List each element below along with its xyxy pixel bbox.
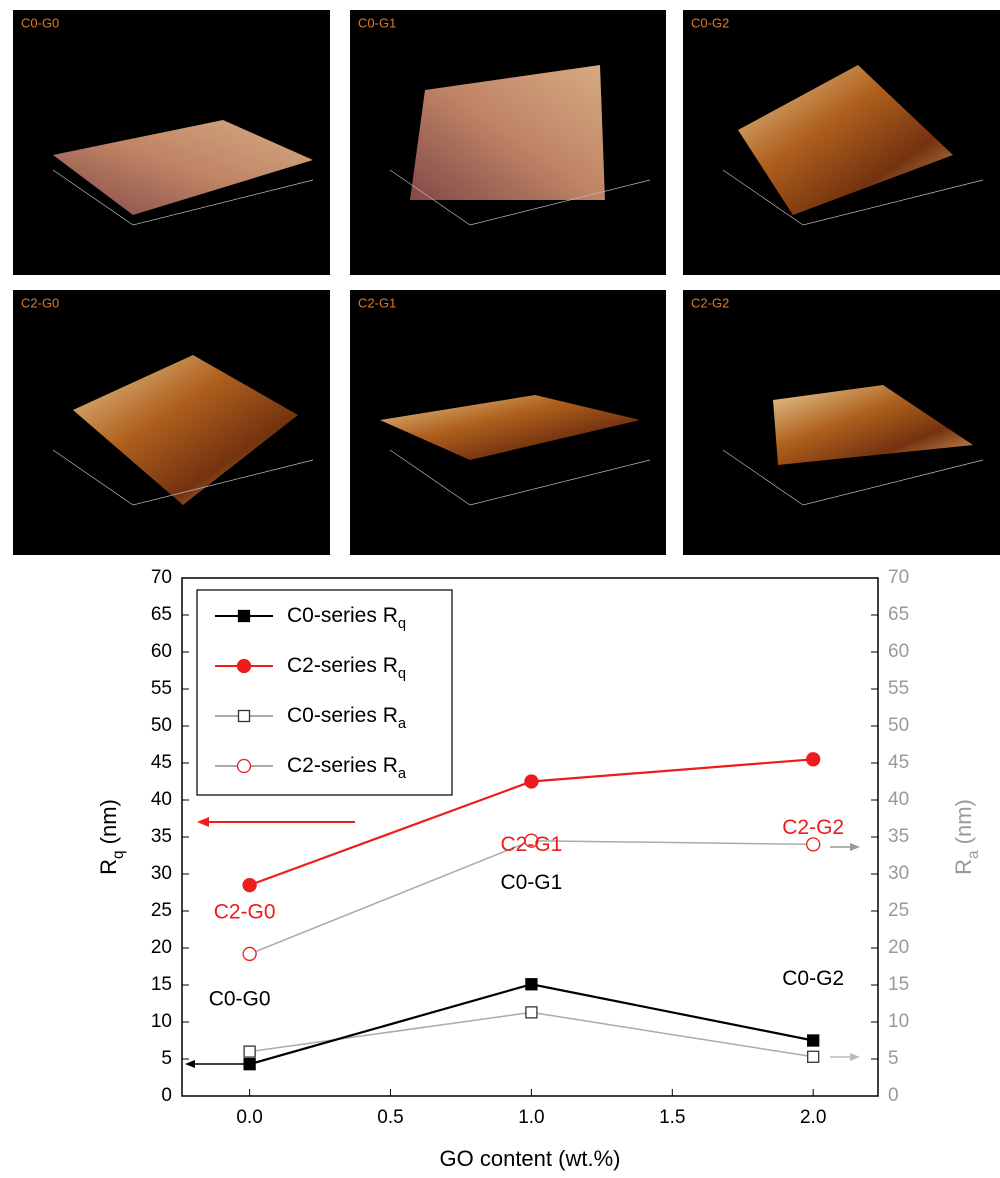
afm-image: C2-G1 xyxy=(350,290,666,555)
afm-image: C2-G2 xyxy=(683,290,1000,555)
x-tick-label: 1.0 xyxy=(518,1107,544,1128)
figure-svg: C0-G0 C0-G1 C0-G2 C2-G0 C2-G1 C2-G2 0 5 10 15 20 2… xyxy=(0,0,1000,1178)
x-axis-label: GO content (wt.%) xyxy=(440,1146,621,1171)
afm-image: C2-G0 xyxy=(13,290,330,555)
y-tick-label: 10 xyxy=(151,1011,172,1032)
y-tick-label: 20 xyxy=(151,937,172,958)
y-axis-label: Rq (nm) xyxy=(96,799,127,875)
y2-tick-label: 20 xyxy=(888,937,909,958)
y2-tick-label: 15 xyxy=(888,974,909,995)
x-tick-label: 2.0 xyxy=(800,1107,826,1128)
y2-tick-label: 5 xyxy=(888,1048,899,1069)
y2-tick-label: 40 xyxy=(888,789,909,810)
y-tick-label: 55 xyxy=(151,678,172,699)
afm-image: C0-G2 xyxy=(683,10,1000,275)
y2-tick-label: 50 xyxy=(888,715,909,736)
arrow-head xyxy=(850,843,860,851)
point-label: C0-G0 xyxy=(209,988,271,1011)
image-label: C2-G2 xyxy=(691,295,729,310)
marker xyxy=(238,660,251,673)
marker xyxy=(807,753,820,766)
x-tick-label: 0.0 xyxy=(236,1107,262,1128)
image-label: C2-G0 xyxy=(21,295,59,310)
marker xyxy=(526,979,537,990)
point-label: C2-G2 xyxy=(782,816,844,839)
marker xyxy=(239,611,250,622)
y2-tick-label: 0 xyxy=(888,1085,899,1106)
y2-axis-label: Ra (nm) xyxy=(951,799,982,875)
marker xyxy=(243,879,256,892)
y-tick-label: 50 xyxy=(151,715,172,736)
y-tick-label: 60 xyxy=(151,641,172,662)
y-tick-label: 25 xyxy=(151,900,172,921)
series-line xyxy=(250,1012,814,1056)
series-line xyxy=(250,984,814,1064)
marker xyxy=(243,947,256,960)
marker xyxy=(808,1035,819,1046)
marker xyxy=(808,1051,819,1062)
y2-tick-label: 55 xyxy=(888,678,909,699)
y2-tick-label: 30 xyxy=(888,863,909,884)
y2-tick-label: 35 xyxy=(888,826,909,847)
x-tick-label: 1.5 xyxy=(659,1107,685,1128)
marker xyxy=(238,760,251,773)
point-label: C0-G2 xyxy=(782,967,844,990)
marker xyxy=(244,1046,255,1057)
y-tick-label: 70 xyxy=(151,567,172,588)
marker xyxy=(526,1007,537,1018)
image-label: C2-G1 xyxy=(358,295,396,310)
y2-tick-label: 45 xyxy=(888,752,909,773)
figure: C0-G0 C0-G1 C0-G2 C2-G0 C2-G1 C2-G2 0 5 10 15 20 2… xyxy=(0,0,1000,1178)
y-tick-label: 35 xyxy=(151,826,172,847)
y-tick-label: 15 xyxy=(151,974,172,995)
arrow-head xyxy=(185,1060,195,1068)
y2-tick-label: 70 xyxy=(888,567,909,588)
afm-image: C0-G1 xyxy=(350,10,666,275)
y2-tick-label: 60 xyxy=(888,641,909,662)
marker xyxy=(807,838,820,851)
y-tick-label: 45 xyxy=(151,752,172,773)
point-label: C2-G0 xyxy=(214,901,276,924)
y-tick-label: 40 xyxy=(151,789,172,810)
marker xyxy=(525,775,538,788)
y-tick-label: 30 xyxy=(151,863,172,884)
arrow-head xyxy=(850,1053,860,1061)
y2-tick-label: 25 xyxy=(888,900,909,921)
point-label: C0-G1 xyxy=(500,871,562,894)
marker xyxy=(239,711,250,722)
y-tick-label: 0 xyxy=(161,1085,172,1106)
afm-image: C0-G0 xyxy=(13,10,330,275)
point-label: C2-G1 xyxy=(500,833,562,856)
image-label: C0-G0 xyxy=(21,15,59,30)
x-tick-label: 0.5 xyxy=(377,1107,403,1128)
image-label: C0-G1 xyxy=(358,15,396,30)
y2-tick-label: 65 xyxy=(888,604,909,625)
y-tick-label: 5 xyxy=(161,1048,172,1069)
series-line xyxy=(250,841,814,954)
y-tick-label: 65 xyxy=(151,604,172,625)
arrow-head xyxy=(197,817,209,827)
image-label: C0-G2 xyxy=(691,15,729,30)
y2-tick-label: 10 xyxy=(888,1011,909,1032)
